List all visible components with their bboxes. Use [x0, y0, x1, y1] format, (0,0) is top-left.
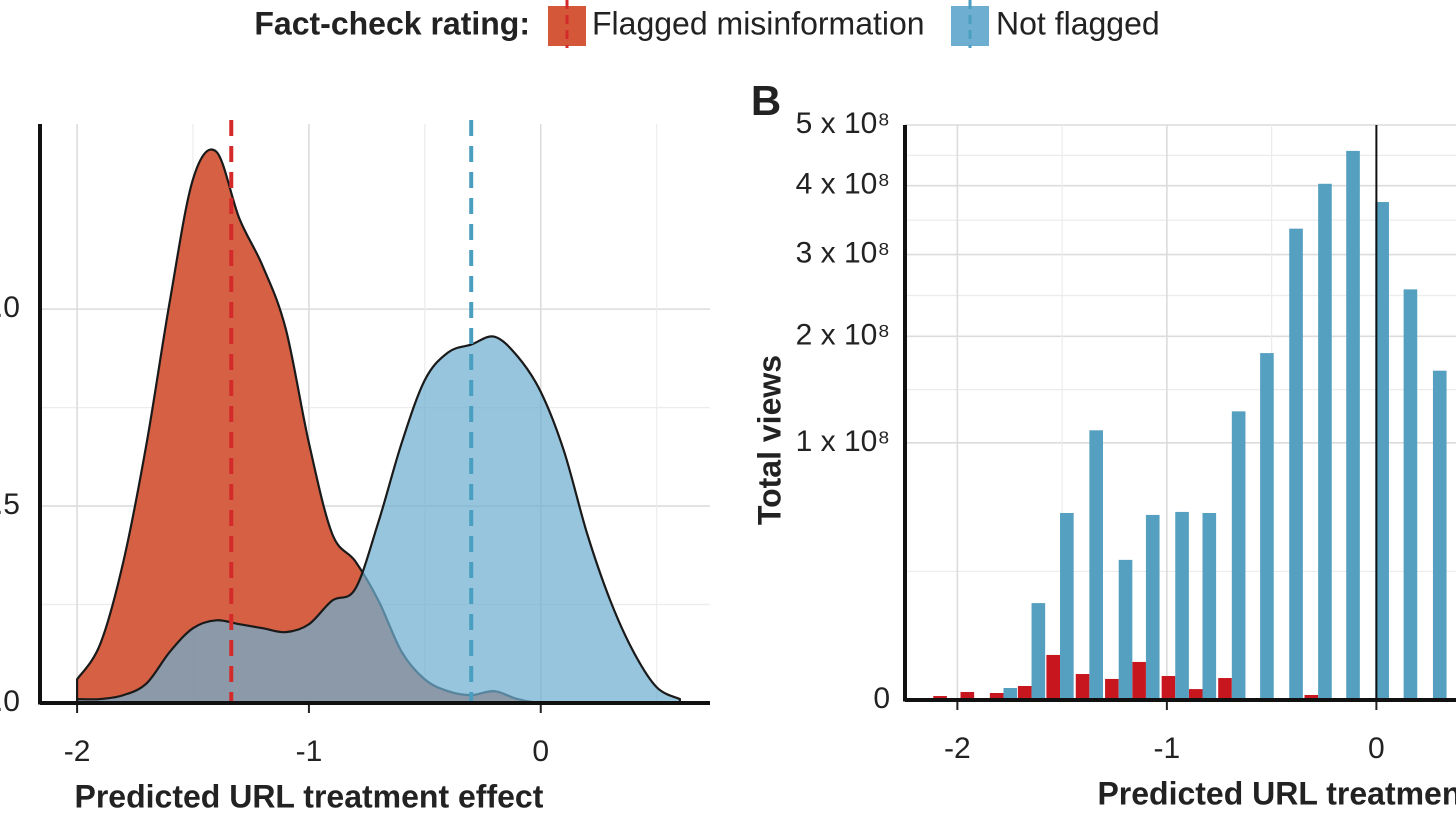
bar [1304, 694, 1319, 700]
bar [1175, 511, 1189, 700]
x-tick-label: -2 [64, 735, 91, 768]
x-axis-title: Predicted URL treatment effect [74, 778, 543, 814]
bar [1161, 676, 1176, 700]
legend-label: Flagged misinformation [592, 5, 925, 41]
legend-swatch [951, 6, 989, 46]
axes: 0.0 0.5 1.0 -2 -1 0 Predicted URL treatment ef… [0, 107, 1456, 814]
bar [1403, 289, 1418, 700]
bar [1132, 661, 1146, 700]
x-tick-label: -1 [1154, 732, 1181, 765]
y-axis-title: Total views [751, 355, 787, 525]
bar [1046, 654, 1061, 700]
y-tick-label: 1 x 10⁸ [796, 425, 890, 458]
bar [1260, 353, 1274, 700]
bar [1346, 150, 1360, 701]
bar [1375, 202, 1389, 700]
y-tick-label: 5 x 10⁸ [796, 107, 890, 140]
density-area [75, 335, 681, 705]
bar [1289, 228, 1303, 700]
bar [1017, 685, 1032, 700]
bar [1105, 678, 1119, 700]
y-tick-label: 0.0 [0, 685, 20, 718]
x-tick-label: 0 [1368, 732, 1385, 765]
marks [75, 120, 1447, 705]
bar [1231, 411, 1246, 700]
x-tick-label: 0 [532, 735, 549, 768]
bar [1218, 678, 1232, 700]
y-tick-label: 3 x 10⁸ [796, 237, 890, 270]
bar [1060, 512, 1074, 700]
bar [1188, 689, 1203, 700]
bar [1318, 183, 1332, 700]
y-tick-label: 1.0 [0, 291, 20, 324]
bar [1202, 512, 1217, 700]
bar [1432, 370, 1447, 700]
legend-title: Fact-check rating: [254, 5, 530, 41]
y-tick-label: 4 x 10⁸ [796, 168, 890, 201]
bar [989, 693, 1004, 700]
bar [960, 691, 975, 700]
x-tick-label: -2 [944, 732, 971, 765]
panel-label: B [751, 77, 781, 124]
x-axis-title: Predicted URL treatment effect [1097, 775, 1456, 811]
y-tick-label: 0 [873, 682, 890, 715]
legend-swatch [548, 6, 586, 46]
bar [1003, 687, 1018, 700]
bar [1075, 674, 1090, 700]
y-tick-label: 0.5 [0, 488, 20, 521]
bar [1031, 603, 1046, 700]
legend-label: Not flagged [996, 5, 1160, 41]
bar [1145, 514, 1160, 700]
x-tick-label: -1 [296, 735, 323, 768]
bar [1089, 430, 1103, 700]
y-tick-label: 2 x 10⁸ [796, 318, 890, 351]
bar [1118, 559, 1133, 700]
